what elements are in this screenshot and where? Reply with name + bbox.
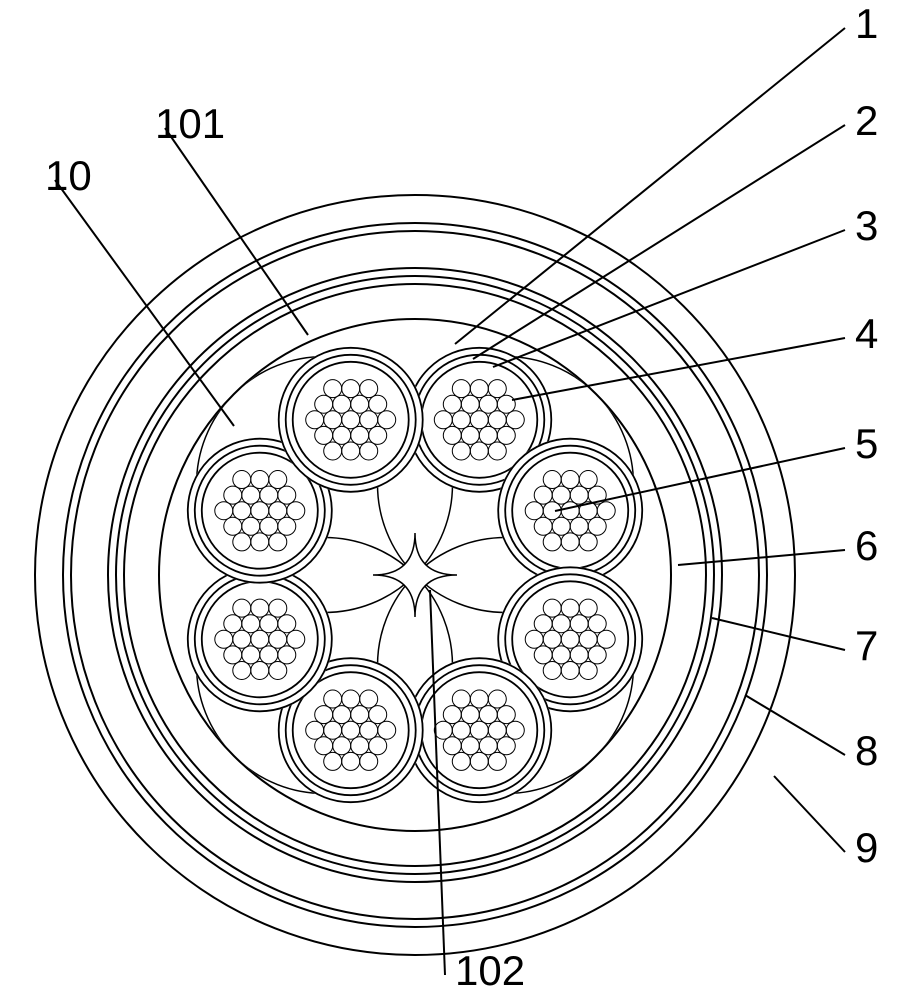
callout-label: 3 [855,202,878,249]
leader-line [55,180,234,426]
conductor-bundle [497,438,643,584]
callout-label: 102 [455,947,525,994]
callout-label: 7 [855,622,878,669]
leader-line [165,128,308,335]
leader-line [745,695,845,755]
leader-line [455,28,845,344]
callout-label: 6 [855,522,878,569]
conductor-bundle [406,657,552,803]
cable-cross-section-diagram: 10110123456789102 [0,0,916,1000]
callout-label: 5 [855,420,878,467]
leader-line [678,550,845,565]
callout-label: 10 [45,152,92,199]
callout-label: 101 [155,100,225,147]
callout-label: 8 [855,727,878,774]
leader-line [774,776,845,852]
callout-label: 1 [855,0,878,47]
callout-label: 9 [855,824,878,871]
callout-label: 2 [855,97,878,144]
leader-line [712,618,845,650]
conductor-bundle [187,566,333,712]
leader-line [493,230,845,367]
center-spacer [373,533,457,617]
conductor-bundle [278,347,424,493]
callout-label: 4 [855,310,878,357]
